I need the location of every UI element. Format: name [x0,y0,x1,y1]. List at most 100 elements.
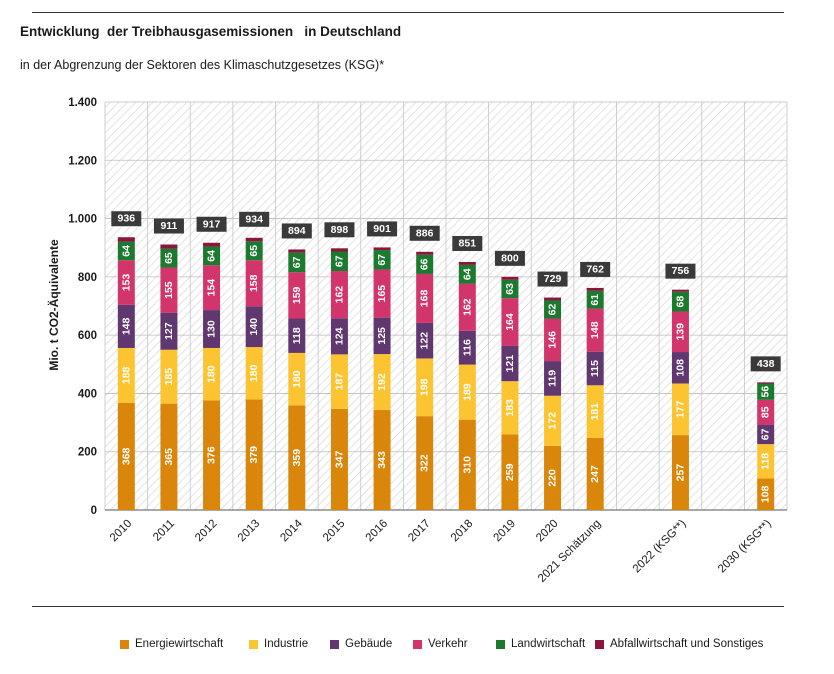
bar-segment [373,250,391,270]
bar-segment [586,351,604,386]
bar-segment [288,272,306,319]
top-rule [32,12,784,13]
segment-label: 116 [461,339,473,356]
bar-segment [160,248,178,268]
bar-segment [458,283,476,331]
segment-label: 64 [206,250,218,262]
segment-label: 181 [589,403,601,421]
bar-segment [330,408,348,510]
bar-segment [288,252,306,273]
bar-segment [416,358,434,417]
segment-label: 140 [248,318,260,336]
bars: 368 188 148 153 64 936 365 185 127 155 65 911 376 180… [111,211,781,510]
y-tick-label: 600 [78,330,97,342]
bar-segment [757,444,775,479]
total-badge [409,225,440,241]
segment-label: 148 [589,321,601,339]
bar-segment [330,271,348,319]
total-label: 898 [331,224,349,236]
legend-label: Verkehr [428,638,468,650]
bar-segment [544,361,562,396]
total-label: 936 [118,213,136,225]
segment-label: 183 [504,399,516,417]
segment-label: 165 [376,285,388,303]
x-axis-ticks: 2010 2011 2012 2013 2014 2015 2016 2017 2018 2019… [108,517,774,585]
segment-label: 162 [461,298,473,316]
y-tick-label: 1.400 [68,97,97,109]
bar-segment [373,269,391,318]
total-badge [580,261,611,277]
total-label: 851 [459,237,477,249]
total-badge [367,221,398,237]
bar-segment [288,352,306,406]
segment-label: 64 [461,268,473,280]
x-tick-label: 2011 [151,518,177,544]
chart-title: Entwicklung der Treibhausgasemissionen i… [20,24,402,39]
total-badge [750,356,781,372]
bar-segment [117,347,135,403]
segment-label: 189 [461,383,473,401]
segment-label: 67 [760,428,772,440]
legend-label: Gebäude [345,638,393,650]
segment-label: 56 [760,386,772,398]
segment-label: 180 [248,364,260,382]
segment-label: 192 [376,373,388,391]
total-badge [452,235,483,251]
bar-segment [757,399,775,425]
y-tick-label: 200 [78,447,97,459]
total-badge [153,218,184,234]
bar-segment [544,300,562,319]
segment-label: 162 [333,286,345,304]
x-tick-label: 2015 [321,518,348,545]
segment-label: 124 [333,327,345,345]
segment-label: 67 [376,254,388,266]
segment-label: 118 [291,327,303,344]
total-badge [324,222,355,238]
bar-segment [117,304,135,348]
bar-segment [501,345,519,382]
bar-segment [330,354,348,409]
legend: Energiewirtschaft Industrie Gebäude Verkehr… [0,636,834,654]
segment-label: 63 [504,283,516,295]
bar-segment [458,364,476,420]
legend-label: Landwirtschaft [511,638,586,650]
y-tick-label: 400 [78,388,97,400]
legend-label: Abfallwirtschaft und Sonstiges [610,638,764,650]
bar-segment [160,312,178,350]
x-tick-label: 2013 [236,518,263,545]
bar-segment [245,399,263,510]
segment-label: 139 [674,323,686,341]
bar-segment [330,318,348,355]
legend-item: Landwirtschaft [496,636,585,652]
bar-segment [117,402,135,510]
x-tick-label: 2018 [449,518,476,545]
x-tick-label: 2019 [491,518,518,545]
segment-label: 347 [333,451,345,469]
bar-segment [160,403,178,510]
bar-segment [671,311,689,353]
total-badge [196,216,227,232]
segment-label: 180 [206,365,218,383]
bar-segment [416,254,434,274]
bar-segment [458,264,476,284]
x-tick-label: 2014 [278,517,305,544]
bar-segment [586,290,604,309]
bar-segment [544,445,562,510]
segment-label: 322 [419,454,431,472]
bar-segment [501,276,519,280]
y-tick-label: 1.000 [68,214,97,226]
bar-segment [288,318,306,353]
segment-label: 172 [547,412,559,430]
total-label: 438 [757,358,775,370]
total-badge [111,211,142,227]
segment-label: 368 [120,447,132,465]
segment-label: 125 [376,327,388,345]
segment-label: 158 [248,274,260,292]
total-badge [537,271,568,287]
segment-label: 67 [333,255,345,267]
segment-label: 379 [248,446,260,464]
segment-label: 68 [674,296,686,308]
segment-label: 187 [333,373,345,391]
segment-label: 180 [291,370,303,388]
bar-segment [586,438,604,510]
